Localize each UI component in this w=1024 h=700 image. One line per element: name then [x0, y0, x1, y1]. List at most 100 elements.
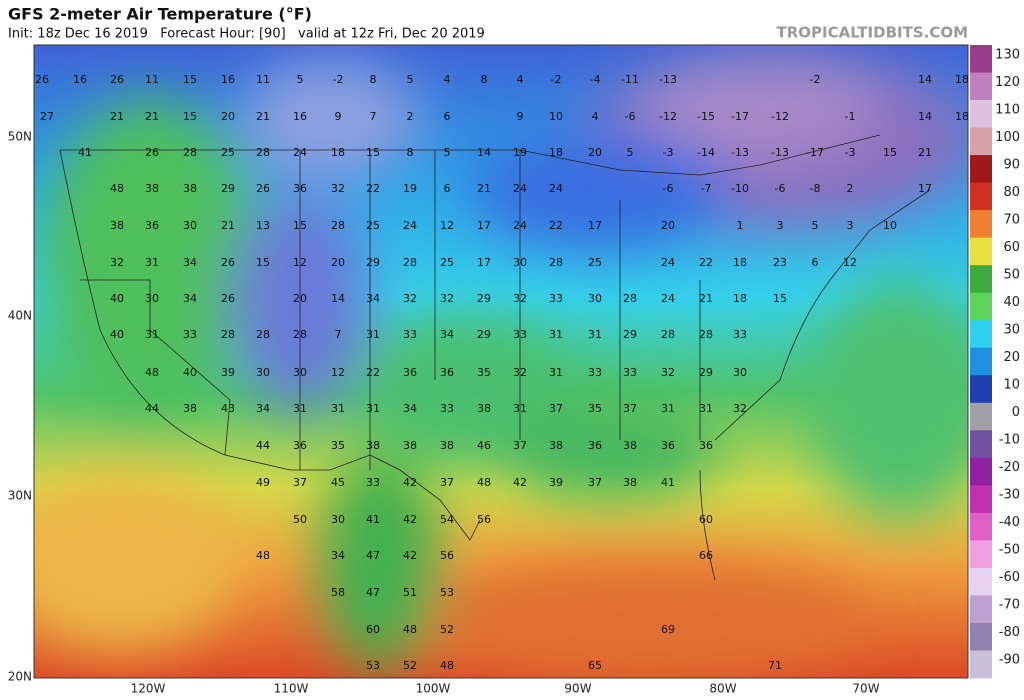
temperature-label: 38: [623, 476, 637, 489]
temperature-label: -2: [810, 73, 821, 86]
temperature-label: 21: [221, 219, 235, 232]
temperature-label: 47: [366, 549, 380, 562]
temperature-label: 8: [370, 73, 377, 86]
temperature-label: 26: [110, 73, 124, 86]
temperature-label: 32: [440, 292, 454, 305]
temperature-label: 20: [331, 256, 345, 269]
temperature-label: 26: [221, 292, 235, 305]
temperature-label: 24: [293, 146, 307, 159]
temperature-label: 50: [293, 513, 307, 526]
temperature-label: 23: [773, 256, 787, 269]
temperature-label: 6: [444, 182, 451, 195]
colorbar-tick-label: 50: [1003, 267, 1020, 282]
temperature-label: -1: [845, 110, 856, 123]
temperature-label: 29: [477, 328, 491, 341]
latitude-label: 50N: [8, 130, 32, 144]
temperature-label: 6: [444, 110, 451, 123]
temperature-label: 65: [588, 659, 602, 672]
temperature-label: 29: [699, 366, 713, 379]
longitude-label: 80W: [709, 682, 736, 696]
borders: [59, 134, 931, 581]
temperature-label: 37: [440, 476, 454, 489]
colorbar-swatch: [970, 540, 992, 569]
temperature-label: 21: [110, 110, 124, 123]
temperature-label: 31: [366, 402, 380, 415]
temperature-label: 21: [699, 292, 713, 305]
temperature-label: 44: [256, 439, 270, 452]
temperature-label: 12: [293, 256, 307, 269]
temperature-label: 22: [699, 256, 713, 269]
colorbar-tick-label: -50: [999, 543, 1020, 558]
temperature-label: 29: [477, 292, 491, 305]
temperature-label: 14: [918, 73, 932, 86]
colorbar-swatch: [970, 45, 992, 74]
temperature-label: 28: [331, 219, 345, 232]
temperature-label: -3: [845, 146, 856, 159]
temperature-label: 48: [110, 182, 124, 195]
temperature-labels: 26 16 26 11 15 16 11 5 -2 8 5 4 8 4 -2 -4 -11 -13 -2 14 1827…: [35, 73, 969, 672]
temperature-label: 36: [293, 439, 307, 452]
temperature-label: -13: [771, 146, 789, 159]
colorbar-tick-label: -40: [999, 515, 1020, 530]
temperature-label: 6: [812, 256, 819, 269]
temperature-label: 30: [293, 366, 307, 379]
temperature-label: 31: [513, 402, 527, 415]
temperature-label: 42: [513, 476, 527, 489]
temperature-label: 36: [293, 182, 307, 195]
temperature-label: 9: [335, 110, 342, 123]
temperature-label: -6: [625, 110, 636, 123]
temperature-label: -3: [663, 146, 674, 159]
temperature-label: 28: [699, 328, 713, 341]
temperature-label: 35: [588, 402, 602, 415]
temperature-label: 32: [661, 366, 675, 379]
temperature-label: 46: [477, 439, 491, 452]
temperature-label: 48: [256, 549, 270, 562]
temperature-label: 30: [183, 219, 197, 232]
temperature-label: 17: [477, 219, 491, 232]
temperature-label: 32: [403, 292, 417, 305]
temperature-label: 47: [366, 586, 380, 599]
colorbar-swatch: [970, 430, 992, 459]
colorbar-swatch: [970, 375, 992, 404]
temperature-label: 18: [331, 146, 345, 159]
temperature-label: 38: [403, 439, 417, 452]
temperature-label: 33: [623, 366, 637, 379]
colorbar-tick-label: 10: [1003, 378, 1020, 393]
temperature-label: 34: [403, 402, 417, 415]
temperature-label: 18: [549, 146, 563, 159]
colorbar-tick-label: 90: [1003, 157, 1020, 172]
colorbar-swatch: [970, 320, 992, 349]
temperature-label: 36: [440, 366, 454, 379]
temperature-label: 14: [331, 292, 345, 305]
temperature-label: 32: [513, 366, 527, 379]
temperature-label: 26: [35, 73, 49, 86]
colorbar-swatch: [970, 347, 992, 376]
temperature-label: 36: [661, 439, 675, 452]
temperature-label: 31: [293, 402, 307, 415]
temperature-label: 51: [403, 586, 417, 599]
temperature-label: 56: [477, 513, 491, 526]
temperature-label: 24: [661, 256, 675, 269]
temperature-label: 36: [403, 366, 417, 379]
temperature-label: 30: [513, 256, 527, 269]
longitude-label: 100W: [416, 682, 451, 696]
temperature-label: 38: [440, 439, 454, 452]
axis-labels: 50N 40N 30N 20N 120W 110W 100W 90W 80W 70W: [8, 130, 880, 696]
temperature-label: 26: [145, 146, 159, 159]
temperature-label: -2: [333, 73, 344, 86]
temperature-label: 16: [293, 110, 307, 123]
temperature-label: 31: [145, 328, 159, 341]
temperature-label: 4: [517, 73, 524, 86]
temperature-label: -8: [810, 182, 821, 195]
temperature-label: 22: [366, 366, 380, 379]
temperature-label: 24: [549, 182, 563, 195]
colorbar-tick-label: -20: [999, 460, 1020, 475]
temperature-label: 56: [440, 549, 454, 562]
colorbar-tick-label: -10: [999, 433, 1020, 448]
temperature-label: 26: [221, 256, 235, 269]
temperature-label: 33: [549, 292, 563, 305]
temperature-label: 38: [110, 219, 124, 232]
temperature-label: 18: [955, 73, 969, 86]
temperature-label: 8: [407, 146, 414, 159]
